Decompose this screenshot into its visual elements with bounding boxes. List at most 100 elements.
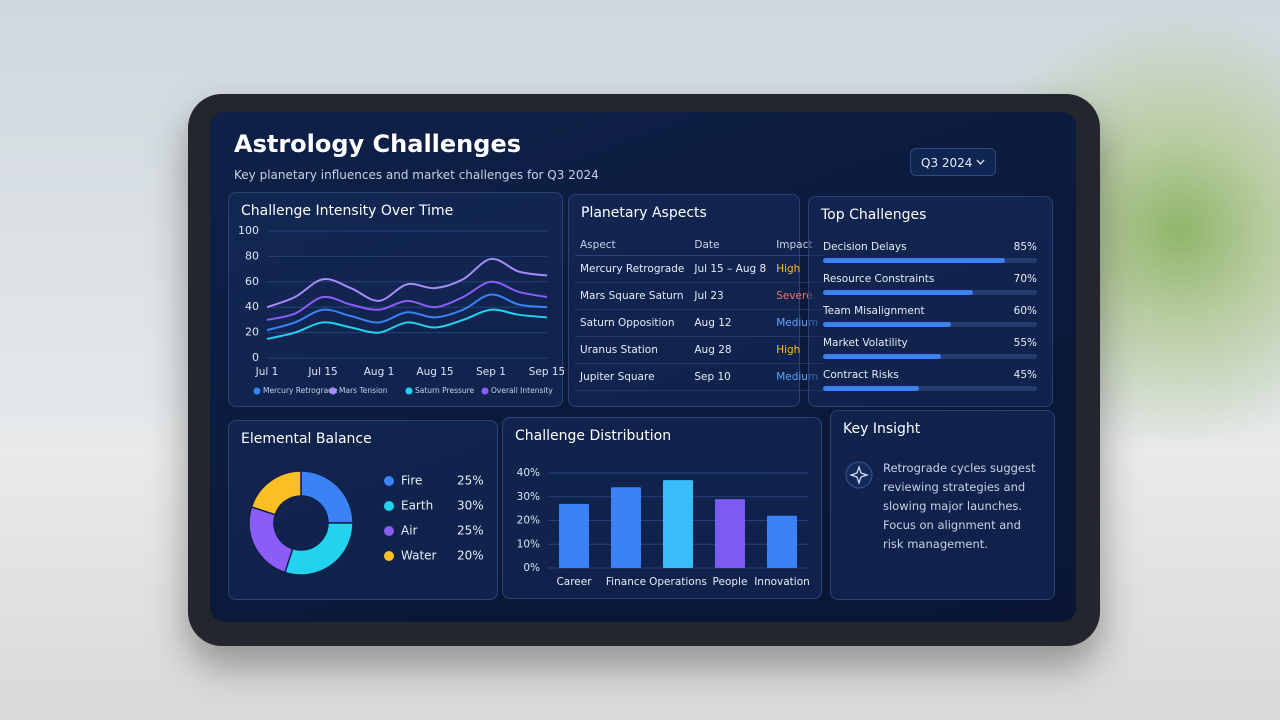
donut-chart: Fire 25% Earth 30% Air 25% Water 20% <box>248 470 484 576</box>
legend-value: 25% <box>457 524 484 538</box>
legend-dot <box>384 476 394 486</box>
challenge-label: Market Volatility <box>823 337 908 349</box>
y-tick-label: 30% <box>517 491 540 503</box>
x-tick-label: Jul 15 <box>307 366 337 378</box>
challenge-row: Market Volatility 55% <box>823 337 1037 369</box>
legend-dot <box>405 387 413 395</box>
challenge-row: Resource Constraints 70% <box>823 273 1037 305</box>
progress-bar <box>823 258 1005 263</box>
legend-label: Overall Intensity <box>491 386 553 395</box>
bar <box>559 503 589 568</box>
legend-label: Water <box>401 549 437 563</box>
series-line <box>266 280 548 321</box>
y-tick-label: 0% <box>523 562 540 574</box>
donut-slice <box>300 470 354 524</box>
column-header: Date <box>689 235 772 256</box>
bar <box>715 499 745 568</box>
bar <box>611 487 641 568</box>
challenge-label: Team Misalignment <box>823 305 925 317</box>
x-tick-label: People <box>713 576 748 588</box>
challenge-label: Decision Delays <box>823 241 907 253</box>
aspect-cell: Mercury Retrograde <box>575 255 690 283</box>
progress-track <box>823 354 1037 359</box>
y-tick-label: 100 <box>238 224 259 237</box>
y-tick-label: 20% <box>517 515 540 527</box>
card-title: Planetary Aspects <box>581 205 707 221</box>
legend-label: Mercury Retrograde <box>263 386 338 395</box>
date-cell: Jul 15 – Aug 8 <box>689 255 772 283</box>
x-tick-label: Sep 1 <box>476 366 506 378</box>
insight-card: Key Insight Retrograde cycles suggest re… <box>830 410 1055 600</box>
progress-bar <box>823 290 973 295</box>
challenge-value: 60% <box>1013 305 1037 317</box>
progress-track <box>823 322 1037 327</box>
x-tick-label: Operations <box>649 576 707 588</box>
insight-text: Retrograde cycles suggest reviewing stra… <box>883 461 1036 551</box>
challenge-row: Decision Delays 85% <box>823 241 1037 273</box>
donut-slice <box>248 505 294 574</box>
challenge-value: 45% <box>1013 369 1037 381</box>
insight-icon <box>845 461 873 489</box>
date-cell: Aug 28 <box>689 336 772 364</box>
table-card: Planetary Aspects Aspect Date Impact Mercur… <box>568 194 824 407</box>
progress-bar <box>823 354 941 359</box>
donut-slice <box>250 470 302 516</box>
series-line <box>266 293 548 332</box>
table-row: Jupiter Square Sep 10 Medium <box>575 363 824 391</box>
series-line <box>266 257 548 309</box>
date-cell: Jul 23 <box>689 282 772 310</box>
donut-slice <box>283 522 354 576</box>
progress-bar <box>823 386 920 391</box>
progress-track <box>823 258 1037 263</box>
legend-dot <box>384 551 394 561</box>
y-tick-label: 10% <box>517 538 540 550</box>
legend-value: 25% <box>457 474 484 488</box>
progress-track <box>823 386 1037 391</box>
y-tick-label: 80 <box>245 249 259 262</box>
legend-label: Earth <box>401 499 433 513</box>
x-tick-label: Career <box>556 576 592 588</box>
card-title: Key Insight <box>843 421 921 437</box>
x-tick-label: Finance <box>606 576 646 588</box>
legend-label: Mars Tension <box>339 386 388 395</box>
aspect-cell: Saturn Opposition <box>575 309 690 337</box>
period-dropdown[interactable]: Q3 2024 <box>910 148 996 176</box>
legend-label: Air <box>401 524 418 538</box>
y-tick-label: 60 <box>245 275 259 288</box>
column-header: Aspect <box>575 235 690 256</box>
bar-card: Challenge Distribution 0% 10% 20% 30% 40% Car… <box>502 417 822 599</box>
aspect-cell: Mars Square Saturn <box>575 282 690 310</box>
dropdown-arrow <box>976 159 985 165</box>
challenge-label: Contract Risks <box>823 369 899 381</box>
y-tick-label: 20 <box>245 326 259 339</box>
legend-dot <box>384 501 394 511</box>
challenge-value: 85% <box>1013 241 1037 253</box>
pie-card: Elemental Balance Fire 25% Earth 30% Air 25% W… <box>228 420 498 600</box>
card-title: Elemental Balance <box>241 431 372 447</box>
legend-label: Fire <box>401 474 422 488</box>
progress-bar <box>823 322 952 327</box>
bar-chart: 0% 10% 20% 30% 40% Career Finance Operations Peo… <box>517 467 810 588</box>
legend-dot <box>481 387 489 395</box>
bar <box>767 515 797 568</box>
y-tick-label: 40% <box>517 467 540 479</box>
series-line <box>266 308 548 340</box>
x-tick-label: Aug 1 <box>364 366 395 378</box>
aspects-table: Aspect Date Impact Mercury Retrograde Jul 15… <box>575 235 824 391</box>
x-tick-label: Sep 15 <box>529 366 564 378</box>
y-tick-label: 0 <box>252 351 259 364</box>
challenge-row: Contract Risks 45% <box>823 369 1037 401</box>
line-card: Challenge Intensity Over Time 0 20 40 60 80 1… <box>228 192 564 407</box>
legend-dot <box>384 526 394 536</box>
dashboard: Astrology Challenges Key planetary influ… <box>210 112 1076 622</box>
x-tick-label: Innovation <box>754 576 810 588</box>
card-title: Top Challenges <box>821 207 927 223</box>
y-tick-label: 40 <box>245 300 259 313</box>
challenge-label: Resource Constraints <box>823 273 935 285</box>
dashboard-subtitle: Key planetary influences and market chal… <box>234 168 599 182</box>
legend-dot <box>253 387 261 395</box>
legend-value: 30% <box>457 499 484 513</box>
card-title: Challenge Intensity Over Time <box>241 203 454 219</box>
